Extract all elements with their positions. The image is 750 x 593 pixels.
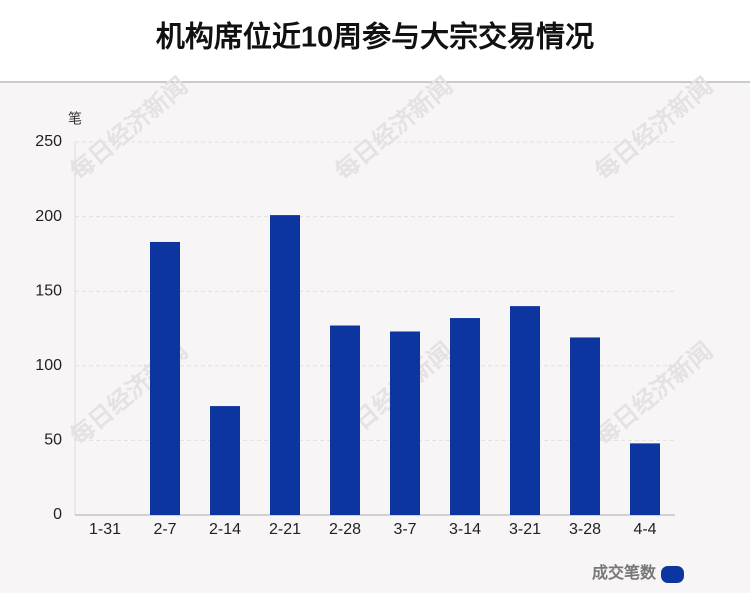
bar [450,318,480,515]
x-tick-label: 2-21 [269,521,301,538]
bar [390,331,420,515]
bar [570,337,600,515]
x-tick-label: 2-28 [329,521,361,538]
y-tick-label: 0 [53,506,62,523]
x-tick-label: 3-21 [509,521,541,538]
y-tick-label: 50 [44,432,62,449]
bar [210,406,240,515]
bar [330,325,360,515]
x-tick-label: 4-4 [633,521,656,538]
y-tick-label: 150 [35,282,62,299]
watermark: 每日经济新闻 [65,72,193,186]
bar [150,241,180,516]
title-band [0,0,750,82]
watermark: 每日经济新闻 [590,72,718,186]
chart-title: 机构席位近10周参与大宗交易情况 [156,20,594,54]
x-tick-label: 2-14 [209,521,241,538]
x-tick-label: 1-31 [89,521,121,538]
y-tick-label: 250 [35,133,62,150]
watermark: 每日经济新闻 [590,337,718,451]
y-axis-label: 笔 [68,111,82,127]
x-tick-label: 2-7 [153,521,176,538]
y-tick-label: 200 [35,208,62,225]
bar [630,443,660,515]
y-tick-label: 100 [35,357,62,374]
x-tick-label: 3-7 [393,521,416,538]
x-tick-label: 3-14 [449,521,481,538]
bar [270,215,300,515]
bar [510,306,540,515]
legend-swatch [661,566,684,583]
watermark: 每日经济新闻 [330,72,458,186]
x-tick-label: 3-28 [569,521,601,538]
legend-label: 成交笔数 [592,563,657,582]
